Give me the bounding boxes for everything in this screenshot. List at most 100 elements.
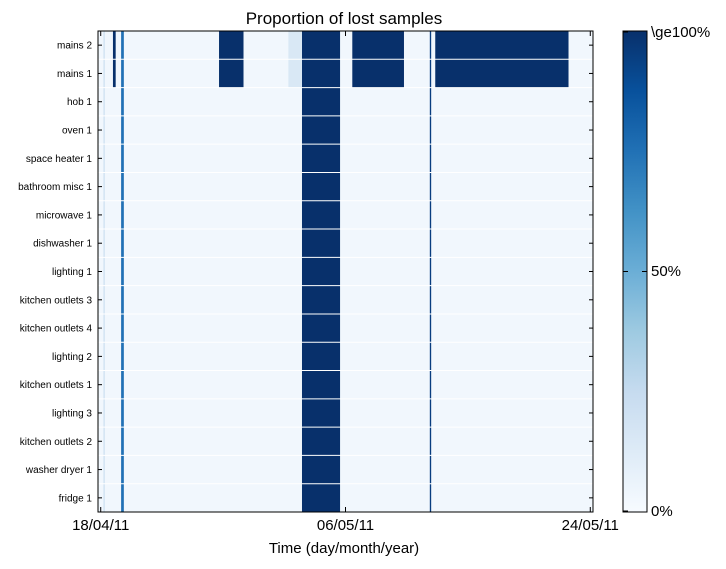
y-tick-label: hob 1 <box>67 97 92 108</box>
lost-samples-cell <box>301 427 341 456</box>
lost-samples-cell <box>301 483 341 512</box>
heatmap-cells <box>98 31 593 512</box>
y-tick-label: fridge 1 <box>59 493 93 504</box>
lost-samples-cell <box>121 31 124 60</box>
lost-samples-cell <box>103 285 105 314</box>
lost-samples-cell <box>103 370 105 399</box>
y-tick-label: dishwasher 1 <box>33 239 92 250</box>
lost-samples-cell <box>219 31 244 60</box>
y-tick-label: oven 1 <box>62 126 92 137</box>
lost-samples-cell <box>429 229 432 258</box>
lost-samples-cell <box>121 200 124 230</box>
lost-samples-cell <box>301 257 341 286</box>
lost-samples-cell <box>121 115 124 145</box>
row-background <box>98 172 593 201</box>
lost-samples-cell <box>429 257 432 286</box>
lost-samples-cell <box>103 342 105 371</box>
y-tick-label: washer dryer 1 <box>25 465 93 476</box>
colorbar-min-label: 0% <box>651 503 673 520</box>
x-tick-label: 18/04/11 <box>72 517 129 534</box>
lost-samples-cell <box>429 285 432 314</box>
y-tick-label: space heater 1 <box>26 154 93 165</box>
lost-samples-cell <box>121 342 124 371</box>
lost-samples-cell <box>301 87 341 116</box>
lost-samples-cell <box>121 257 124 286</box>
lost-samples-cell <box>121 172 124 201</box>
lost-samples-cell <box>103 229 105 258</box>
lost-samples-cell <box>121 285 124 314</box>
y-tick-label: lighting 2 <box>52 352 92 363</box>
row-background <box>98 200 593 230</box>
y-tick-label: kitchen outlets 3 <box>20 295 93 306</box>
x-axis: 18/04/11 06/05/11 24/05/11 <box>72 31 619 534</box>
row-background <box>98 87 593 116</box>
lost-samples-cell <box>288 31 302 60</box>
y-tick-label: lighting 3 <box>52 408 92 419</box>
lost-samples-cell <box>301 144 341 173</box>
lost-samples-cell <box>301 455 341 484</box>
row-background <box>98 257 593 286</box>
y-tick-label: microwave 1 <box>36 210 93 221</box>
lost-samples-cell <box>301 59 341 88</box>
lost-samples-cell <box>121 483 124 512</box>
lost-samples-cell <box>301 31 341 60</box>
lost-samples-cell <box>301 285 341 314</box>
row-background <box>98 115 593 145</box>
y-tick-label: mains 1 <box>57 69 92 80</box>
lost-samples-cell <box>301 115 341 145</box>
x-tick-label: 06/05/11 <box>317 517 374 534</box>
row-background <box>98 427 593 456</box>
row-background <box>98 285 593 314</box>
lost-samples-cell <box>429 455 432 484</box>
lost-samples-cell <box>121 427 124 456</box>
row-background <box>98 342 593 371</box>
lost-samples-cell <box>429 370 432 399</box>
lost-samples-cell <box>435 59 569 88</box>
lost-samples-cell <box>103 427 105 456</box>
row-background <box>98 370 593 399</box>
lost-samples-cell <box>429 200 432 230</box>
colorbar-max-label: \ge100% <box>651 24 710 41</box>
lost-samples-cell <box>103 59 105 88</box>
lost-samples-cell <box>121 87 124 116</box>
lost-samples-cell <box>301 342 341 371</box>
chart-title: Proportion of lost samples <box>246 9 443 28</box>
lost-samples-cell <box>121 398 124 428</box>
lost-samples-cell <box>121 370 124 399</box>
lost-samples-cell <box>121 455 124 484</box>
y-tick-label: lighting 1 <box>52 267 92 278</box>
lost-samples-cell <box>429 115 432 145</box>
lost-samples-cell <box>435 31 569 60</box>
lost-samples-cell <box>103 257 105 286</box>
lost-samples-cell <box>103 31 105 60</box>
lost-samples-cell <box>429 398 432 428</box>
lost-samples-cell <box>103 398 105 428</box>
lost-samples-cell <box>103 455 105 484</box>
y-tick-label: bathroom misc 1 <box>18 182 92 193</box>
lost-samples-cell <box>301 313 341 343</box>
lost-samples-cell <box>301 370 341 399</box>
lost-samples-cell <box>301 200 341 230</box>
lost-samples-cell <box>352 59 404 88</box>
lost-samples-cell <box>121 144 124 173</box>
lost-samples-cell <box>112 59 116 88</box>
y-tick-label: kitchen outlets 1 <box>20 380 93 391</box>
row-background <box>98 313 593 343</box>
row-background <box>98 455 593 484</box>
colorbar: \ge100% 50% 0% <box>622 24 710 520</box>
lost-samples-cell <box>103 483 105 512</box>
lost-samples-cell <box>121 59 124 88</box>
lost-samples-cell <box>103 115 105 145</box>
lost-samples-cell <box>429 172 432 201</box>
lost-samples-cell <box>301 398 341 428</box>
row-background <box>98 229 593 258</box>
lost-samples-cell <box>301 229 341 258</box>
lost-samples-cell <box>352 31 404 60</box>
lost-samples-cell <box>121 229 124 258</box>
lost-samples-cell <box>103 172 105 201</box>
lost-samples-cell <box>301 172 341 201</box>
lost-samples-cell <box>103 87 105 116</box>
row-background <box>98 398 593 428</box>
lost-samples-cell <box>429 427 432 456</box>
